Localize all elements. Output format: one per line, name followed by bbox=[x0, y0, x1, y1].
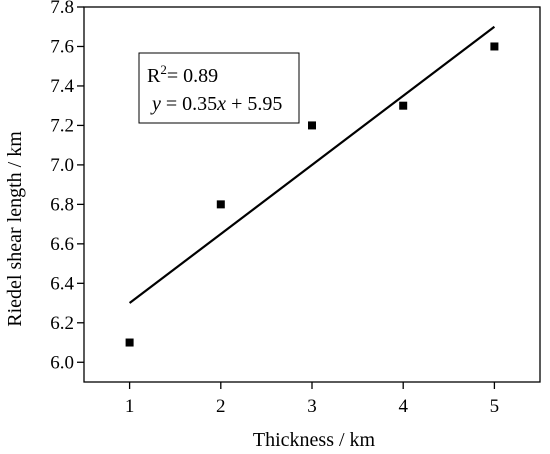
y-tick-label: 6.4 bbox=[50, 273, 74, 294]
annotation-box bbox=[138, 52, 300, 124]
x-tick-label: 1 bbox=[125, 396, 135, 417]
y-tick-label: 7.6 bbox=[50, 36, 74, 57]
data-point bbox=[399, 101, 408, 110]
y-tick-label: 6.0 bbox=[50, 352, 74, 373]
y-tick-label: 6.6 bbox=[50, 234, 74, 255]
x-axis-title: Thickness / km bbox=[253, 429, 376, 451]
y-tick-label: 6.2 bbox=[50, 313, 74, 334]
y-axis-ticks: 6.0 6.2 6.4 6.6 6.8 7.0 7.2 7.4 7.6 7.8 bbox=[50, 0, 84, 373]
x-tick-label: 2 bbox=[216, 396, 226, 417]
r-squared-superscript: 2 bbox=[160, 62, 167, 77]
x-tick-label: 4 bbox=[398, 396, 408, 417]
y-tick-label: 7.0 bbox=[50, 155, 74, 176]
plot-area-frame bbox=[83, 6, 541, 383]
data-point bbox=[125, 338, 134, 347]
r-squared-text: R2= 0.89 bbox=[147, 62, 218, 87]
y-tick-label: 6.8 bbox=[50, 194, 74, 215]
regression-line bbox=[128, 25, 496, 304]
x-tick-label: 5 bbox=[490, 396, 500, 417]
y-tick-label: 7.2 bbox=[50, 115, 74, 136]
regression-equation-text: y = 0.35x + 5.95 bbox=[150, 93, 282, 115]
y-tick-label: 7.4 bbox=[50, 76, 74, 97]
data-point bbox=[216, 200, 225, 209]
x-tick-label: 3 bbox=[307, 396, 317, 417]
y-axis-title: Riedel shear length / km bbox=[4, 131, 26, 327]
y-tick-label: 7.8 bbox=[50, 0, 74, 18]
data-point bbox=[490, 42, 499, 51]
x-axis-ticks: 1 2 3 4 5 bbox=[125, 382, 499, 417]
data-points bbox=[125, 42, 499, 347]
equation-annotation: R2= 0.89 y = 0.35x + 5.95 bbox=[138, 52, 300, 124]
data-point bbox=[308, 121, 316, 130]
